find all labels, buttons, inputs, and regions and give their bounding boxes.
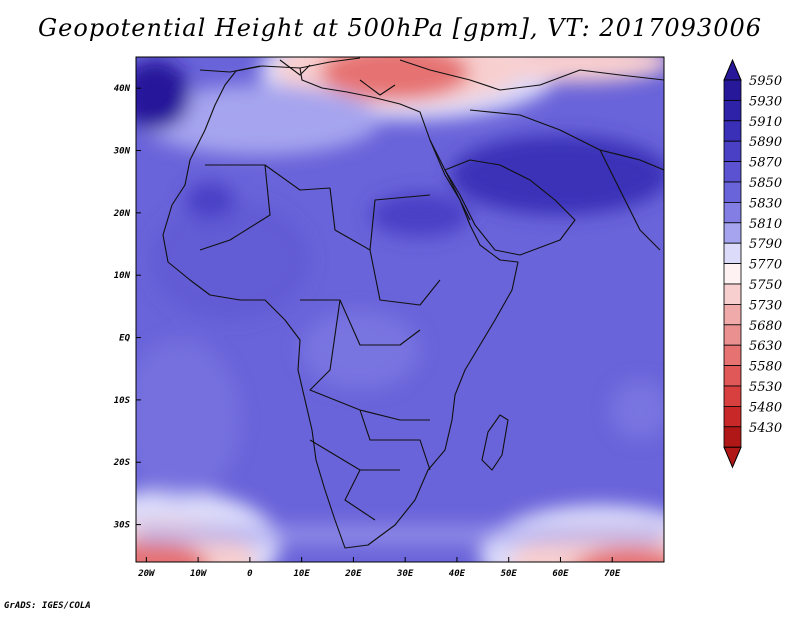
lat-tick-label: EQ — [119, 334, 130, 344]
colorbar-label: 5890 — [749, 135, 782, 150]
longitude-axis: 20W 10W 0 10E 20E 30E 40E 50E 60E 70E — [137, 557, 621, 579]
map-title: Geopotential Height at 500hPa [gpm], VT:… — [38, 14, 762, 42]
colorbar-label: 5830 — [749, 196, 782, 211]
lon-tick-label: 0 — [247, 569, 253, 579]
lat-tick-label: 20S — [113, 458, 131, 468]
colorbar-swatch — [723, 324, 742, 346]
grads-credit: GrADS: IGES/COLA — [4, 601, 91, 611]
colorbar: 5950 5930 5910 5890 5870 5850 5830 5810 5790 5770… — [723, 58, 782, 469]
colorbar-label: 5480 — [749, 400, 782, 415]
colorbar-swatch — [723, 161, 742, 183]
colorbar-swatch — [723, 344, 742, 367]
colorbar-label: 5580 — [749, 360, 782, 375]
colorbar-label: 5930 — [749, 94, 782, 109]
lat-tick-label: 30S — [113, 521, 131, 531]
colorbar-swatch — [723, 140, 742, 162]
lon-tick-label: 20E — [344, 569, 362, 579]
colorbar-swatch — [723, 303, 742, 326]
lon-tick-label: 50E — [501, 569, 518, 579]
colorbar-label: 5750 — [749, 278, 782, 293]
colorbar-swatch — [723, 426, 742, 448]
colorbar-label: 5430 — [749, 421, 782, 436]
lon-tick-label: 70E — [604, 569, 621, 579]
lon-tick-label: 30E — [396, 569, 414, 579]
colorbar-top-arrow — [723, 58, 742, 81]
country-boundaries — [162, 57, 664, 549]
colorbar-swatch — [723, 201, 742, 224]
lon-tick-label: 10W — [190, 569, 208, 579]
colorbar-label: 5530 — [749, 380, 782, 395]
colorbar-swatch — [723, 263, 742, 285]
colorbar-label: 5790 — [749, 237, 782, 252]
colorbar-label: 5870 — [749, 156, 782, 171]
colorbar-swatch — [723, 120, 742, 142]
colorbar-label: 5850 — [749, 176, 782, 191]
lat-tick-label: 10S — [114, 396, 131, 406]
colorbar-swatch — [723, 242, 742, 264]
height-field — [136, 57, 664, 562]
colorbar-bottom-arrow — [723, 446, 742, 469]
lon-tick-label: 60E — [552, 569, 569, 579]
colorbar-swatch — [723, 365, 742, 387]
colorbar-swatch — [723, 405, 742, 428]
lon-tick-label: 40E — [449, 569, 466, 579]
lat-tick-label: 40N — [114, 84, 131, 94]
colorbar-label: 5810 — [749, 217, 782, 232]
colorbar-label: 5770 — [749, 258, 782, 273]
colorbar-label: 5630 — [749, 339, 782, 354]
colorbar-label: 5910 — [749, 115, 782, 130]
lat-tick-label: 30N — [113, 147, 131, 157]
map-frame — [135, 56, 665, 563]
colorbar-swatch — [723, 100, 742, 122]
colorbar-label: 5730 — [749, 298, 782, 313]
colorbar-swatch — [723, 385, 742, 407]
colorbar-swatch — [723, 222, 742, 244]
latitude-axis: 40N 30N 20N 10N EQ 10S 20S 30S — [113, 84, 141, 531]
colorbar-label: 5950 — [749, 74, 782, 89]
colorbar-swatch — [723, 283, 742, 305]
lat-tick-label: 10N — [114, 271, 131, 281]
colorbar-swatch — [723, 181, 742, 203]
colorbar-label: 5680 — [749, 319, 782, 334]
lat-tick-label: 20N — [113, 209, 131, 219]
colorbar-swatch — [723, 79, 742, 101]
lon-tick-label: 10E — [294, 569, 311, 579]
lon-tick-label: 20W — [137, 569, 156, 579]
